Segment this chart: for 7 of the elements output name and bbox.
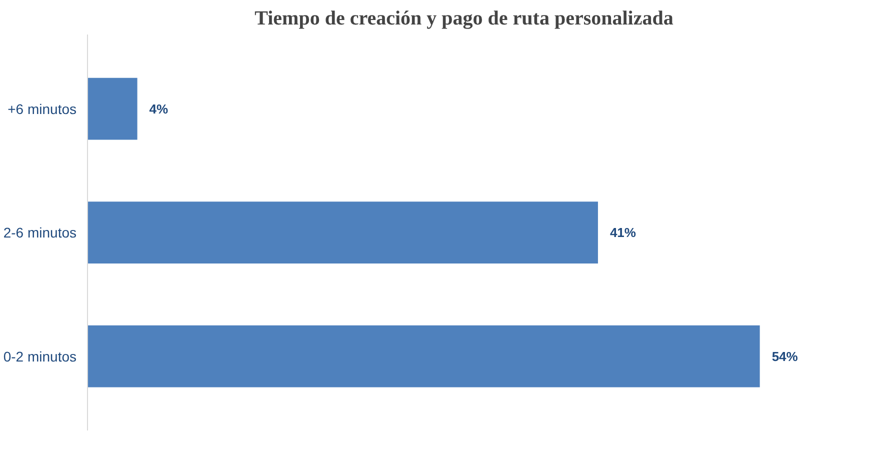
data-label: 4% xyxy=(149,101,169,116)
data-label: 54% xyxy=(772,348,798,364)
y-tick-label: 2-6 minutos xyxy=(3,224,77,240)
y-tick-label: +6 minutos xyxy=(8,100,77,117)
y-tick-label: 0-2 minutos xyxy=(3,348,77,364)
chart-title: Tiempo de creación y pago de ruta personalizada xyxy=(254,8,674,30)
data-label: 41% xyxy=(610,225,636,240)
